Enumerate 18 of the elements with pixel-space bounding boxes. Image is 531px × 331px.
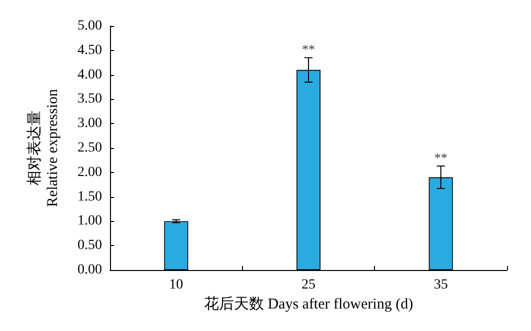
y-tick-label: 3.00 bbox=[78, 116, 102, 132]
y-tick-label: 0.00 bbox=[78, 262, 102, 278]
y-axis-title: 相对表达量 Relative expression bbox=[26, 88, 61, 207]
y-tick-label: 4.50 bbox=[78, 42, 102, 58]
annotation: ** bbox=[302, 42, 315, 57]
x-axis-title: 花后天数 Days after flowering (d) bbox=[204, 295, 414, 312]
y-tick-label: 1.00 bbox=[78, 214, 102, 229]
y-tick-label: 0.50 bbox=[78, 238, 102, 254]
y-tick-label: 3.50 bbox=[78, 92, 102, 107]
annotation: ** bbox=[434, 150, 448, 166]
y-tick-label: 2.50 bbox=[78, 140, 102, 156]
y-tick-label: 4.00 bbox=[78, 67, 102, 82]
y-tick-label: 1.50 bbox=[78, 189, 102, 204]
x-tick-label: 10 bbox=[169, 278, 184, 292]
y-tick-label: 2.00 bbox=[78, 164, 102, 180]
y-tick-label: 5.00 bbox=[78, 18, 102, 34]
x-tick-label: 25 bbox=[302, 278, 316, 292]
x-tick-label: 35 bbox=[434, 278, 448, 292]
